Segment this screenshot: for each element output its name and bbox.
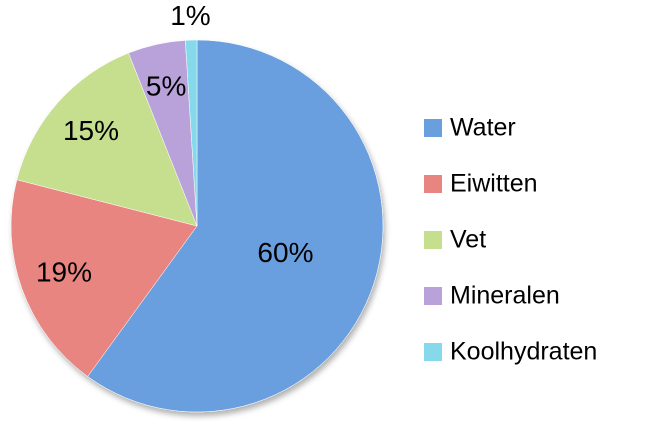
pie-slice xyxy=(10,179,198,377)
data-label: 5% xyxy=(146,70,186,101)
pie xyxy=(10,39,384,413)
legend-swatch xyxy=(424,343,442,361)
legend-swatch xyxy=(424,119,442,137)
legend-label: Eiwitten xyxy=(450,170,538,198)
legend-swatch xyxy=(424,231,442,249)
legend-swatch xyxy=(424,287,442,305)
data-label: 19% xyxy=(36,256,92,287)
data-label: 15% xyxy=(63,115,119,146)
legend-label: Koolhydraten xyxy=(450,338,597,366)
legend-label: Vet xyxy=(450,226,486,254)
data-label: 1% xyxy=(170,0,210,31)
legend-label: Mineralen xyxy=(450,282,560,310)
legend-swatch xyxy=(424,175,442,193)
pie-slice xyxy=(87,39,384,413)
pie-slice xyxy=(185,39,198,227)
data-label: 60% xyxy=(257,237,313,268)
legend-label: Water xyxy=(450,114,516,142)
pie-slice xyxy=(16,52,198,227)
